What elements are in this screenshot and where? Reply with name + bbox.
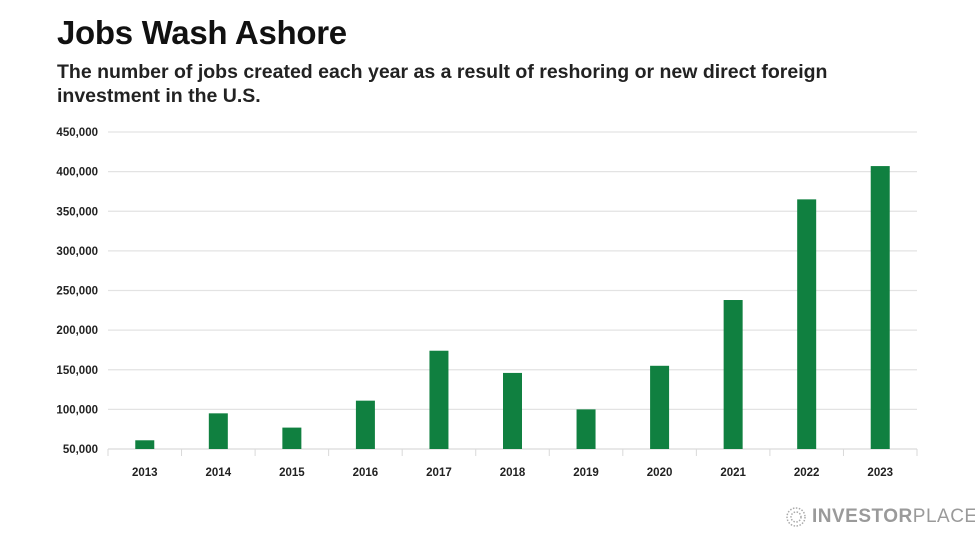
bar-2015 bbox=[282, 427, 302, 449]
chart-subtitle: The number of jobs created each year as … bbox=[57, 61, 828, 107]
x-tick-label: 2015 bbox=[279, 467, 305, 479]
bar-2022 bbox=[797, 199, 817, 449]
y-tick-label: 300,000 bbox=[56, 246, 98, 258]
bar-2021 bbox=[723, 300, 743, 449]
bar-2014 bbox=[208, 413, 228, 449]
x-tick-label: 2014 bbox=[206, 467, 232, 479]
x-tick-label: 2017 bbox=[426, 467, 452, 479]
x-tick-label: 2013 bbox=[132, 467, 158, 479]
y-tick-label: 450,000 bbox=[56, 127, 98, 139]
y-tick-label: 250,000 bbox=[56, 286, 98, 298]
bar-2013 bbox=[135, 440, 155, 449]
y-tick-label: 50,000 bbox=[63, 444, 98, 456]
x-tick-label: 2016 bbox=[353, 467, 379, 479]
x-tick-label: 2021 bbox=[720, 467, 746, 479]
y-tick-label: 150,000 bbox=[56, 365, 98, 377]
bar-2019 bbox=[576, 409, 596, 449]
y-tick-label: 400,000 bbox=[56, 167, 98, 179]
x-tick-label: 2020 bbox=[647, 467, 673, 479]
x-tick-label: 2022 bbox=[794, 467, 820, 479]
y-tick-label: 200,000 bbox=[56, 325, 98, 337]
bar-2017 bbox=[429, 350, 449, 449]
logo-text-light: PLACE bbox=[912, 506, 975, 527]
investorplace-logo: INVESTORPLACE bbox=[786, 506, 975, 528]
bar-2016 bbox=[355, 400, 375, 449]
y-tick-label: 100,000 bbox=[56, 404, 98, 416]
logo-text-bold: INVESTOR bbox=[812, 506, 913, 527]
x-tick-label: 2019 bbox=[573, 467, 599, 479]
bar-2018 bbox=[503, 372, 522, 449]
y-tick-label: 350,000 bbox=[56, 206, 98, 218]
chart-title: Jobs Wash Ashore bbox=[57, 14, 347, 51]
bar-2020 bbox=[650, 365, 670, 449]
x-tick-label: 2023 bbox=[867, 467, 893, 479]
bar-2023 bbox=[870, 166, 890, 449]
globe-icon bbox=[786, 507, 806, 527]
x-tick-label: 2018 bbox=[500, 467, 526, 479]
